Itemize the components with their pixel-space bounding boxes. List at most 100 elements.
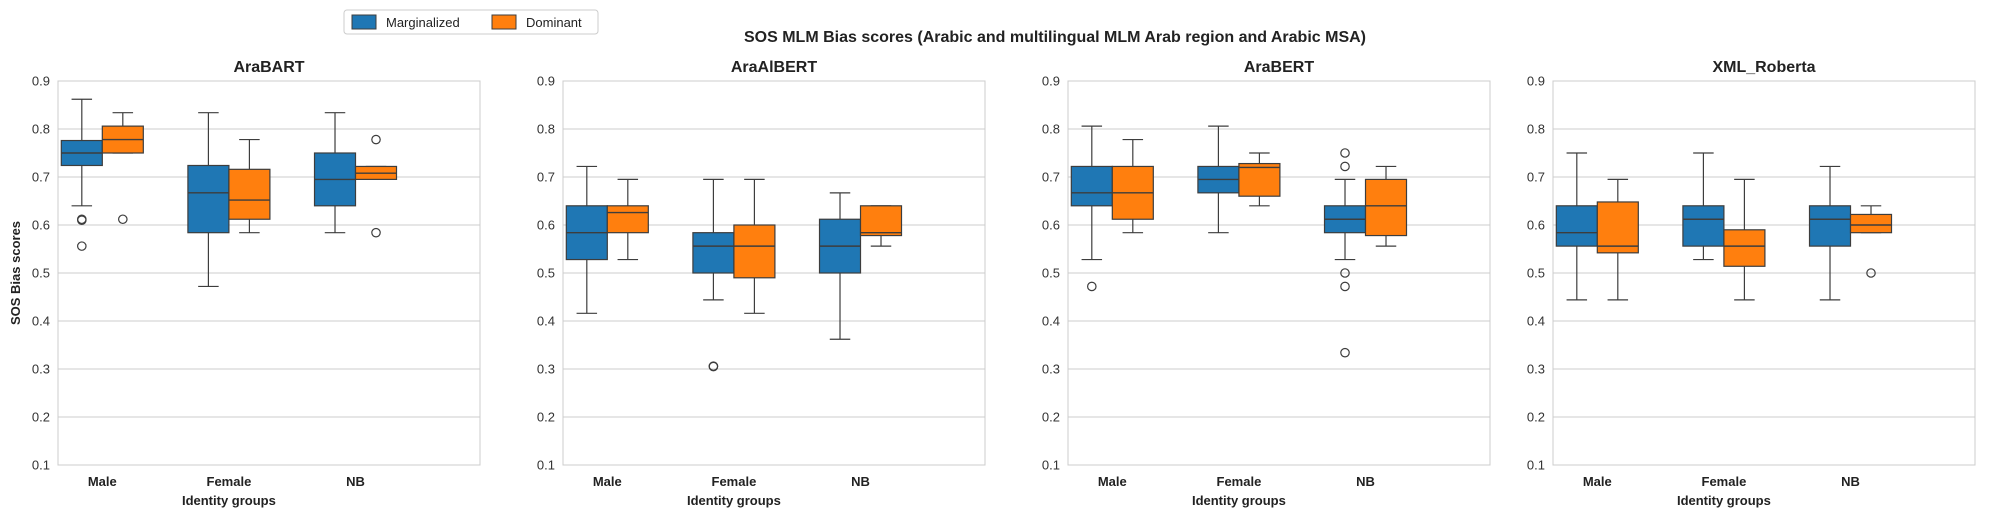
subplot-title: AraBERT [1244,59,1314,76]
y-tick-label: 0.8 [1527,122,1545,137]
x-axis-label: Identity groups [687,493,781,508]
box-dominant-male [1596,178,1639,301]
box-iqr [1596,201,1639,254]
box-dominant-male [101,112,144,225]
y-tick-label: 0.1 [32,458,50,473]
x-tick-label: Female [1702,474,1747,489]
box-iqr [187,164,230,234]
y-tick-label: 0.9 [1527,74,1545,89]
y-tick-label: 0.7 [32,170,50,185]
y-tick-label: 0.2 [1042,410,1060,425]
x-tick-label: Female [1217,474,1262,489]
box-dominant-nb [354,134,398,238]
box-iqr [1364,178,1408,237]
outlier-point [371,134,381,145]
box-iqr [1682,205,1725,247]
y-tick-label: 0.3 [1527,362,1545,377]
box-marginalized-male [1070,125,1113,292]
y-tick-label: 0.4 [32,314,50,329]
plot-frame [562,80,986,466]
outlier-point [1087,281,1097,292]
outlier-point [1866,268,1876,278]
box-iqr [228,168,271,220]
box-marginalized-nb [1323,148,1367,358]
legend-frame [343,9,599,35]
y-axis-label: SOS Bias scores [8,221,23,325]
legend-swatch [491,14,517,30]
box-dominant-female [228,138,271,234]
subplot-3: 0.1 0.2 0.3 0.4 0.5 0.6 0.7 0.8 0.9 Male Female NB I… [1527,59,1976,508]
y-tick-label: 0.8 [32,122,50,137]
subplot-1: 0.1 0.2 0.3 0.4 0.5 0.6 0.7 0.8 0.9 Male Female NB I… [537,59,986,508]
y-tick-label: 0.2 [537,410,555,425]
outlier-point [77,215,87,225]
box-marginalized-nb [1808,165,1852,301]
box-dominant-female [733,178,776,314]
y-tick-label: 0.4 [1042,314,1060,329]
subplot-2: 0.1 0.2 0.3 0.4 0.5 0.6 0.7 0.8 0.9 Male Female NB I… [1042,59,1491,508]
box-iqr [1849,213,1893,234]
y-tick-label: 0.5 [1527,266,1545,281]
y-tick-label: 0.2 [32,410,50,425]
legend-label: Marginalized [386,15,460,30]
box-iqr [1070,165,1113,207]
box-marginalized-female [187,112,230,288]
outlier-point [708,361,719,372]
subplot-title: XML_Roberta [1712,59,1815,76]
y-tick-label: 0.1 [537,458,555,473]
subplot-title: AraBART [233,59,304,76]
y-tick-label: 0.8 [537,122,555,137]
box-iqr [859,205,903,237]
y-tick-label: 0.9 [1042,74,1060,89]
y-tick-label: 0.1 [1042,458,1060,473]
x-axis-label: Identity groups [1192,493,1286,508]
figure-title: SOS MLM Bias scores (Arabic and multilin… [744,29,1366,46]
y-tick-label: 0.4 [1527,314,1545,329]
box-marginalized-nb [818,192,862,340]
plot-frame [57,80,481,466]
box-iqr [1808,205,1852,247]
box-dominant-nb [1364,165,1408,247]
y-tick-label: 0.7 [1527,170,1545,185]
box-iqr [1555,205,1598,247]
y-tick-label: 0.5 [1042,266,1060,281]
box-dominant-male [606,178,649,261]
x-tick-label: NB [851,474,870,489]
x-tick-label: Male [1098,474,1127,489]
y-tick-label: 0.2 [1527,410,1545,425]
box-iqr [606,205,649,234]
y-tick-label: 0.5 [537,266,555,281]
legend: Marginalized Dominant [343,9,599,35]
plot-frame [1552,80,1976,466]
y-tick-label: 0.6 [32,218,50,233]
y-tick-label: 0.3 [1042,362,1060,377]
box-dominant-nb [859,205,903,247]
box-marginalized-female [1682,152,1725,261]
x-tick-label: Male [88,474,117,489]
plot-frame [1067,80,1491,466]
outlier-point [1340,161,1350,172]
y-tick-label: 0.3 [537,362,555,377]
outlier-point [118,214,128,225]
x-tick-label: Female [712,474,757,489]
x-tick-label: Male [1583,474,1612,489]
legend-label: Dominant [526,15,582,30]
y-tick-label: 0.7 [1042,170,1060,185]
y-tick-label: 0.8 [1042,122,1060,137]
box-iqr [1723,229,1766,267]
subplot-title: AraAlBERT [731,59,817,76]
box-iqr [1238,162,1281,197]
y-tick-label: 0.1 [1527,458,1545,473]
outlier-point [1340,281,1350,292]
box-dominant-male [1111,138,1154,234]
outlier-point [1340,148,1350,158]
y-tick-label: 0.4 [537,314,555,329]
outlier-point [77,241,87,251]
box-marginalized-nb [313,112,357,234]
x-tick-label: Female [207,474,252,489]
y-tick-label: 0.6 [1042,218,1060,233]
box-iqr [733,224,776,279]
x-tick-label: Male [593,474,622,489]
